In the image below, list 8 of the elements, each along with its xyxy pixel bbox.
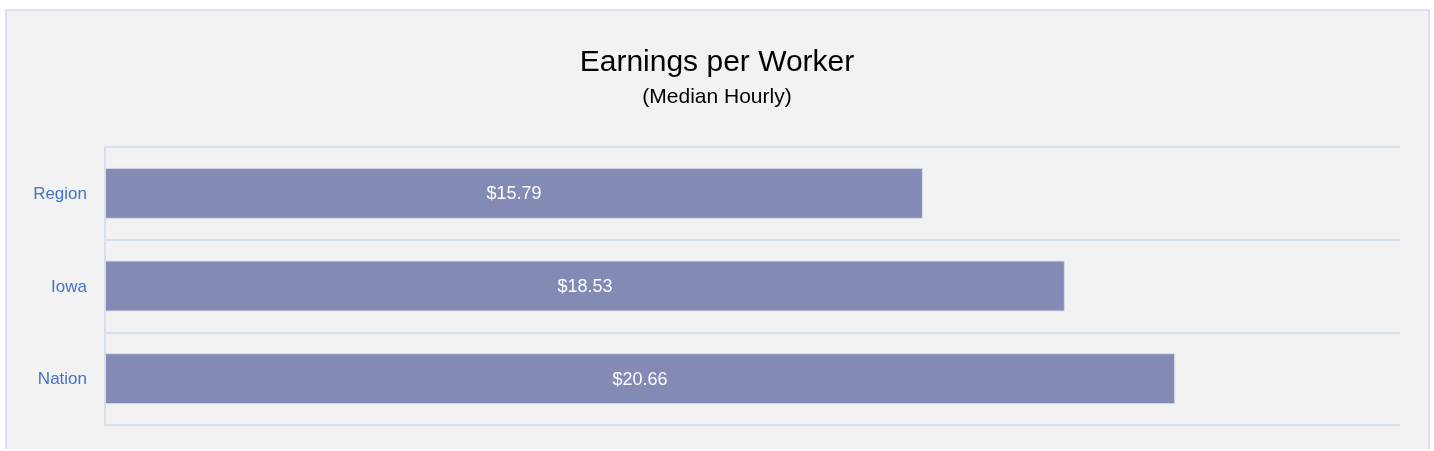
y-tick-label: Region xyxy=(33,183,87,203)
data-label: $15.79 xyxy=(486,183,542,204)
data-label: $20.66 xyxy=(612,368,668,389)
y-tick-label: Nation xyxy=(37,369,87,389)
chart-title: Earnings per Worker xyxy=(579,43,855,77)
data-label: $18.53 xyxy=(557,276,613,296)
y-tick-label: Iowa xyxy=(51,276,88,296)
chart-subtitle: (Median Hourly) xyxy=(642,84,792,107)
